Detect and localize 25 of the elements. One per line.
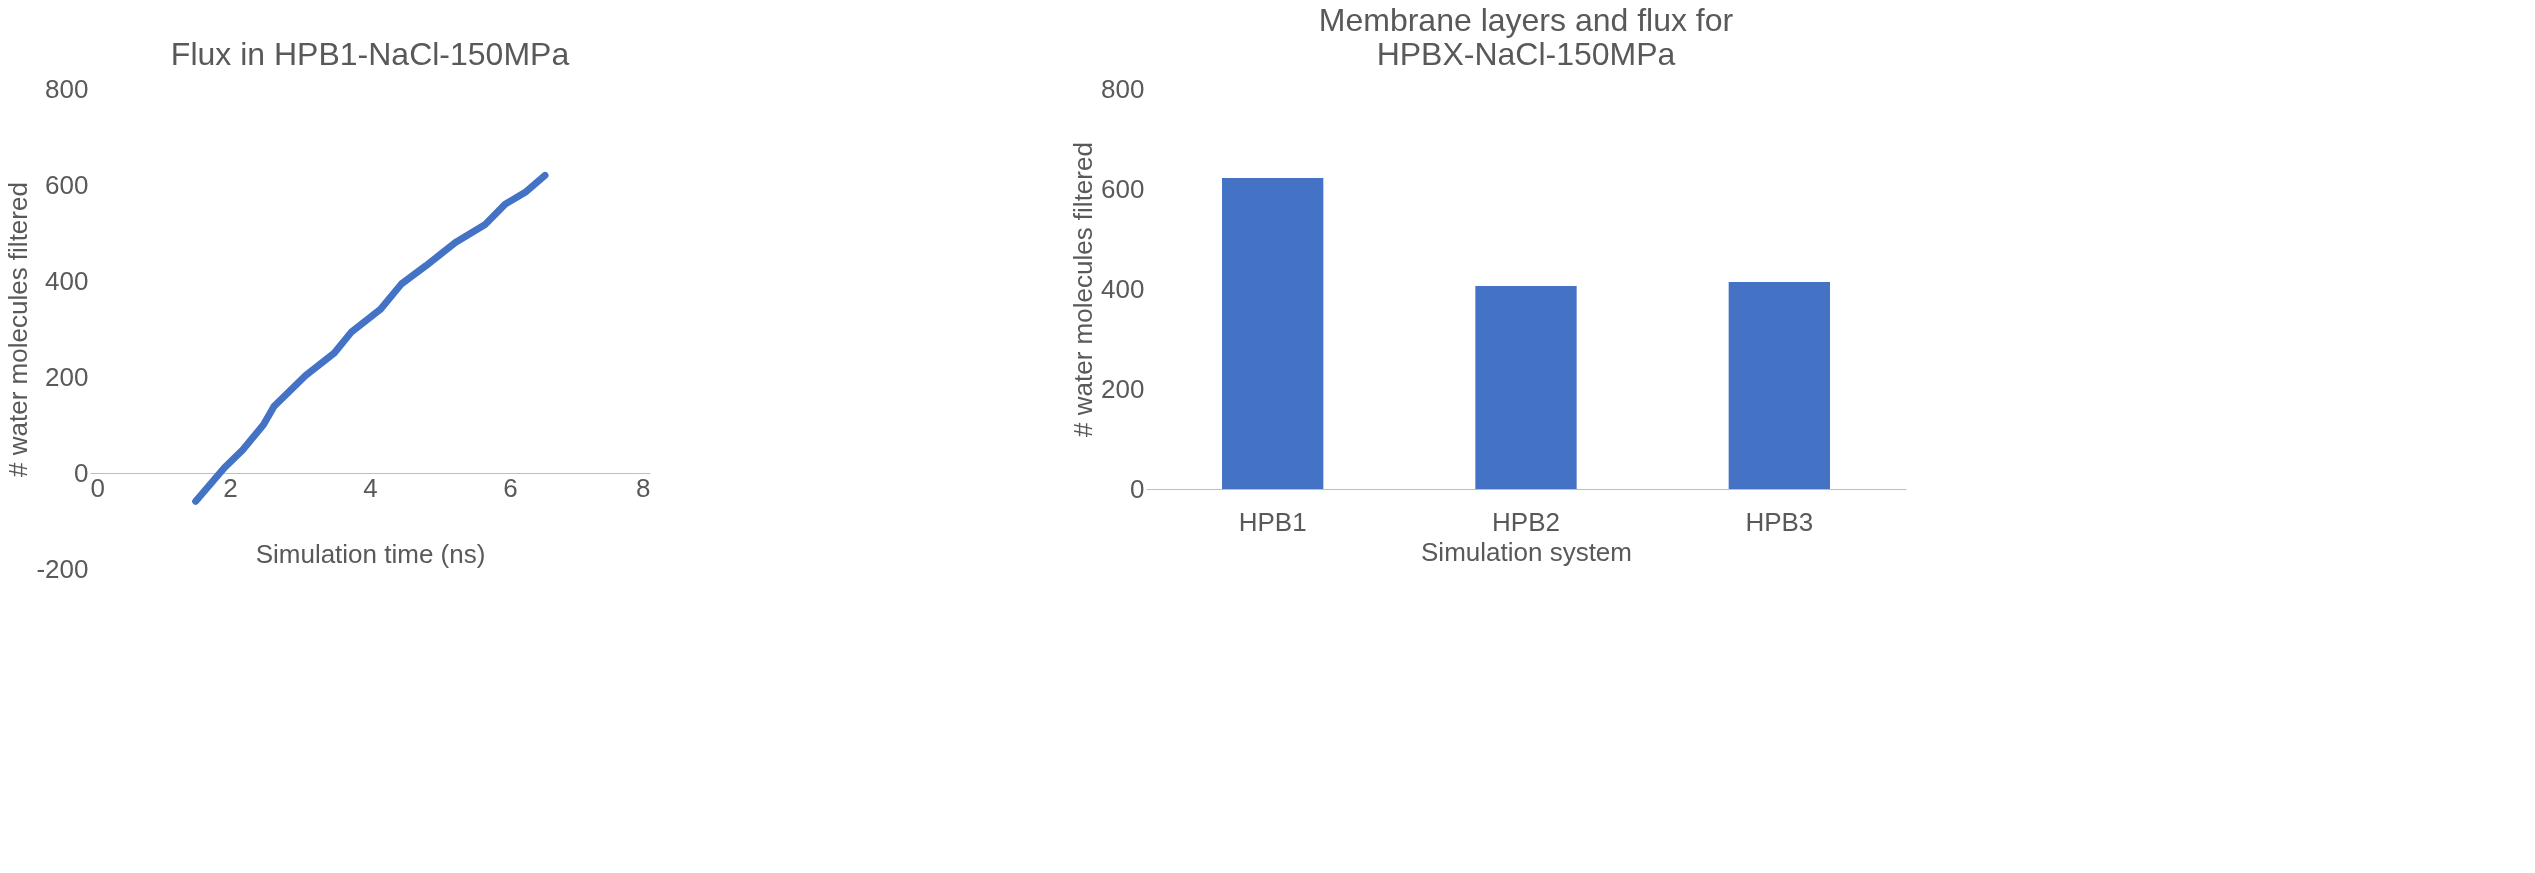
y-tick-label: 800	[1101, 73, 1145, 104]
y-tick-label: 400	[1101, 273, 1145, 304]
x-tick-label: HPB2	[1492, 506, 1560, 537]
y-tick-label: 200	[45, 361, 89, 392]
y-axis-title: # water molecules filtered	[1068, 142, 1099, 437]
chart-title: Flux in HPB1-NaCl-150MPa	[170, 36, 570, 72]
x-tick-label: 2	[223, 472, 238, 503]
y-tick-label: -200	[36, 553, 89, 584]
y-tick-label: 800	[45, 73, 89, 104]
x-axis-title: Simulation system	[1421, 536, 1632, 567]
x-tick-label: 6	[503, 472, 518, 503]
chart-title: Membrane layers and flux for HPBX-NaCl-150MPa	[1318, 2, 1734, 72]
y-tick-label: 400	[45, 265, 89, 296]
y-tick-label: 600	[1101, 173, 1145, 204]
x-tick-label: 8	[636, 472, 651, 503]
bar	[1222, 178, 1324, 489]
bar	[1728, 282, 1830, 489]
bar	[1475, 286, 1577, 489]
x-tick-label: HPB3	[1745, 506, 1814, 537]
x-tick-label: HPB1	[1238, 506, 1307, 537]
y-tick-label: 600	[45, 169, 89, 200]
y-axis-title: # water molecules filtered	[3, 182, 34, 477]
x-axis-title: Simulation time (ns)	[255, 538, 486, 569]
y-tick-label: 200	[1101, 373, 1145, 404]
x-tick-label: 4	[363, 472, 378, 503]
